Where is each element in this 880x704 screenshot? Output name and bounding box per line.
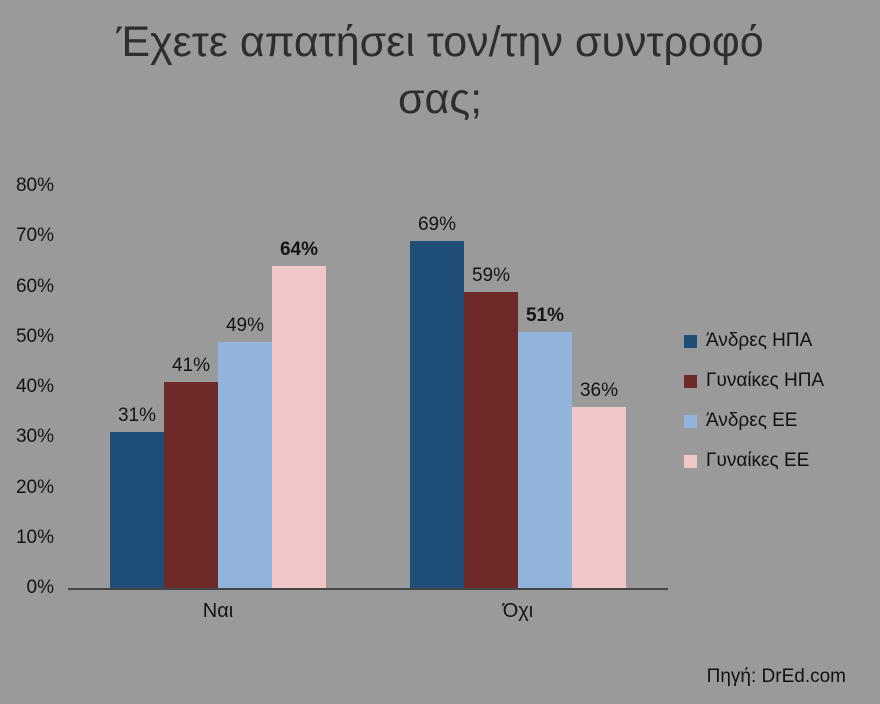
bar-value-label: 36% [579,380,619,402]
legend-swatch [684,334,697,348]
legend-label: Γυναίκες ΗΠΑ [706,370,825,391]
bar-value-label: 69% [417,214,457,236]
y-axis: 0% 10% 20% 30% 40% 50% 60% 70% 80% [0,175,58,598]
x-axis-label: Ναι [202,600,234,622]
bar-value-label: 64% [279,239,319,261]
bar [410,241,464,588]
y-tick-label: 0% [26,577,54,598]
legend-swatch [684,454,697,468]
y-tick-label: 60% [15,275,54,297]
bar [110,432,164,588]
legend: Άνδρες ΗΠΑ Γυναίκες ΗΠΑ Άνδρες ΕΕ Γυναίκες … [684,330,824,490]
legend-item: Γυναίκες ΕΕ [684,450,824,472]
bar [464,291,518,588]
bar-value-label: 49% [225,314,265,336]
y-tick-label: 10% [15,526,54,548]
y-tick-label: 80% [15,175,54,196]
x-axis-label: Όχι [502,600,534,622]
bar-value-label: 59% [471,264,511,286]
chart-title: Έχετε απατήσει τον/την συντροφό σας; [116,18,764,123]
legend-label: Άνδρες ΗΠΑ [706,330,813,351]
bar-value-label: 51% [525,304,565,326]
legend-item: Άνδρες ΕΕ [684,410,824,432]
legend-label: Γυναίκες ΕΕ [706,450,810,471]
bar [164,381,218,588]
y-tick-label: 30% [15,426,54,448]
legend-item: Άνδρες ΗΠΑ [684,330,824,352]
source-text: Πηγή: DrEd.com [706,666,846,687]
x-axis-labels: Ναι Όχι [68,600,668,628]
bar [572,407,626,588]
legend-swatch [684,374,697,388]
legend-label: Άνδρες ΕΕ [706,410,798,431]
y-tick-label: 50% [15,325,54,347]
bar-value-label: 41% [171,354,211,376]
bar [272,266,326,588]
bar-value-label: 31% [117,405,157,427]
legend-item: Γυναίκες ΗΠΑ [684,370,824,392]
plot-area: 31% 41% 49% 64% 69% 59% 51% 36% [68,186,668,590]
bar [218,341,272,588]
y-tick-label: 20% [15,476,54,498]
y-tick-label: 40% [15,376,54,397]
legend-swatch [684,414,697,428]
bar [518,331,572,588]
y-tick-label: 70% [15,225,54,247]
